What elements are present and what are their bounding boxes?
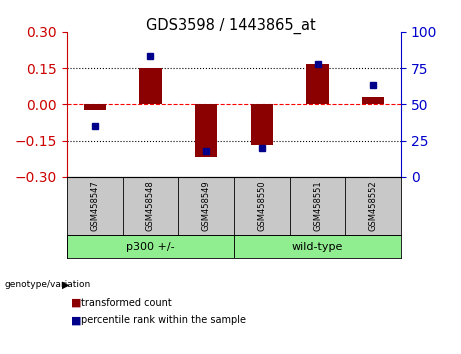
Bar [307, 64, 329, 104]
Text: percentile rank within the sample: percentile rank within the sample [81, 315, 246, 325]
Text: GSM458548: GSM458548 [146, 180, 155, 231]
Text: GSM458551: GSM458551 [313, 181, 322, 231]
Text: GSM458550: GSM458550 [257, 181, 266, 231]
Text: wild-type: wild-type [292, 241, 343, 252]
Text: genotype/variation: genotype/variation [5, 280, 91, 290]
Text: ■: ■ [71, 315, 82, 325]
Text: ■: ■ [71, 298, 82, 308]
Text: GSM458552: GSM458552 [369, 181, 378, 231]
Bar [195, 104, 217, 158]
Text: p300 +/-: p300 +/- [126, 241, 175, 252]
Bar [83, 104, 106, 110]
Text: transformed count: transformed count [81, 298, 171, 308]
Bar [139, 68, 161, 104]
Bar [67, 235, 234, 258]
Text: GSM458547: GSM458547 [90, 180, 99, 231]
Text: ▶: ▶ [62, 280, 70, 290]
Bar [251, 104, 273, 145]
Bar [234, 235, 401, 258]
Text: GDS3598 / 1443865_at: GDS3598 / 1443865_at [146, 18, 315, 34]
Bar [362, 97, 384, 104]
Text: GSM458549: GSM458549 [201, 181, 211, 231]
